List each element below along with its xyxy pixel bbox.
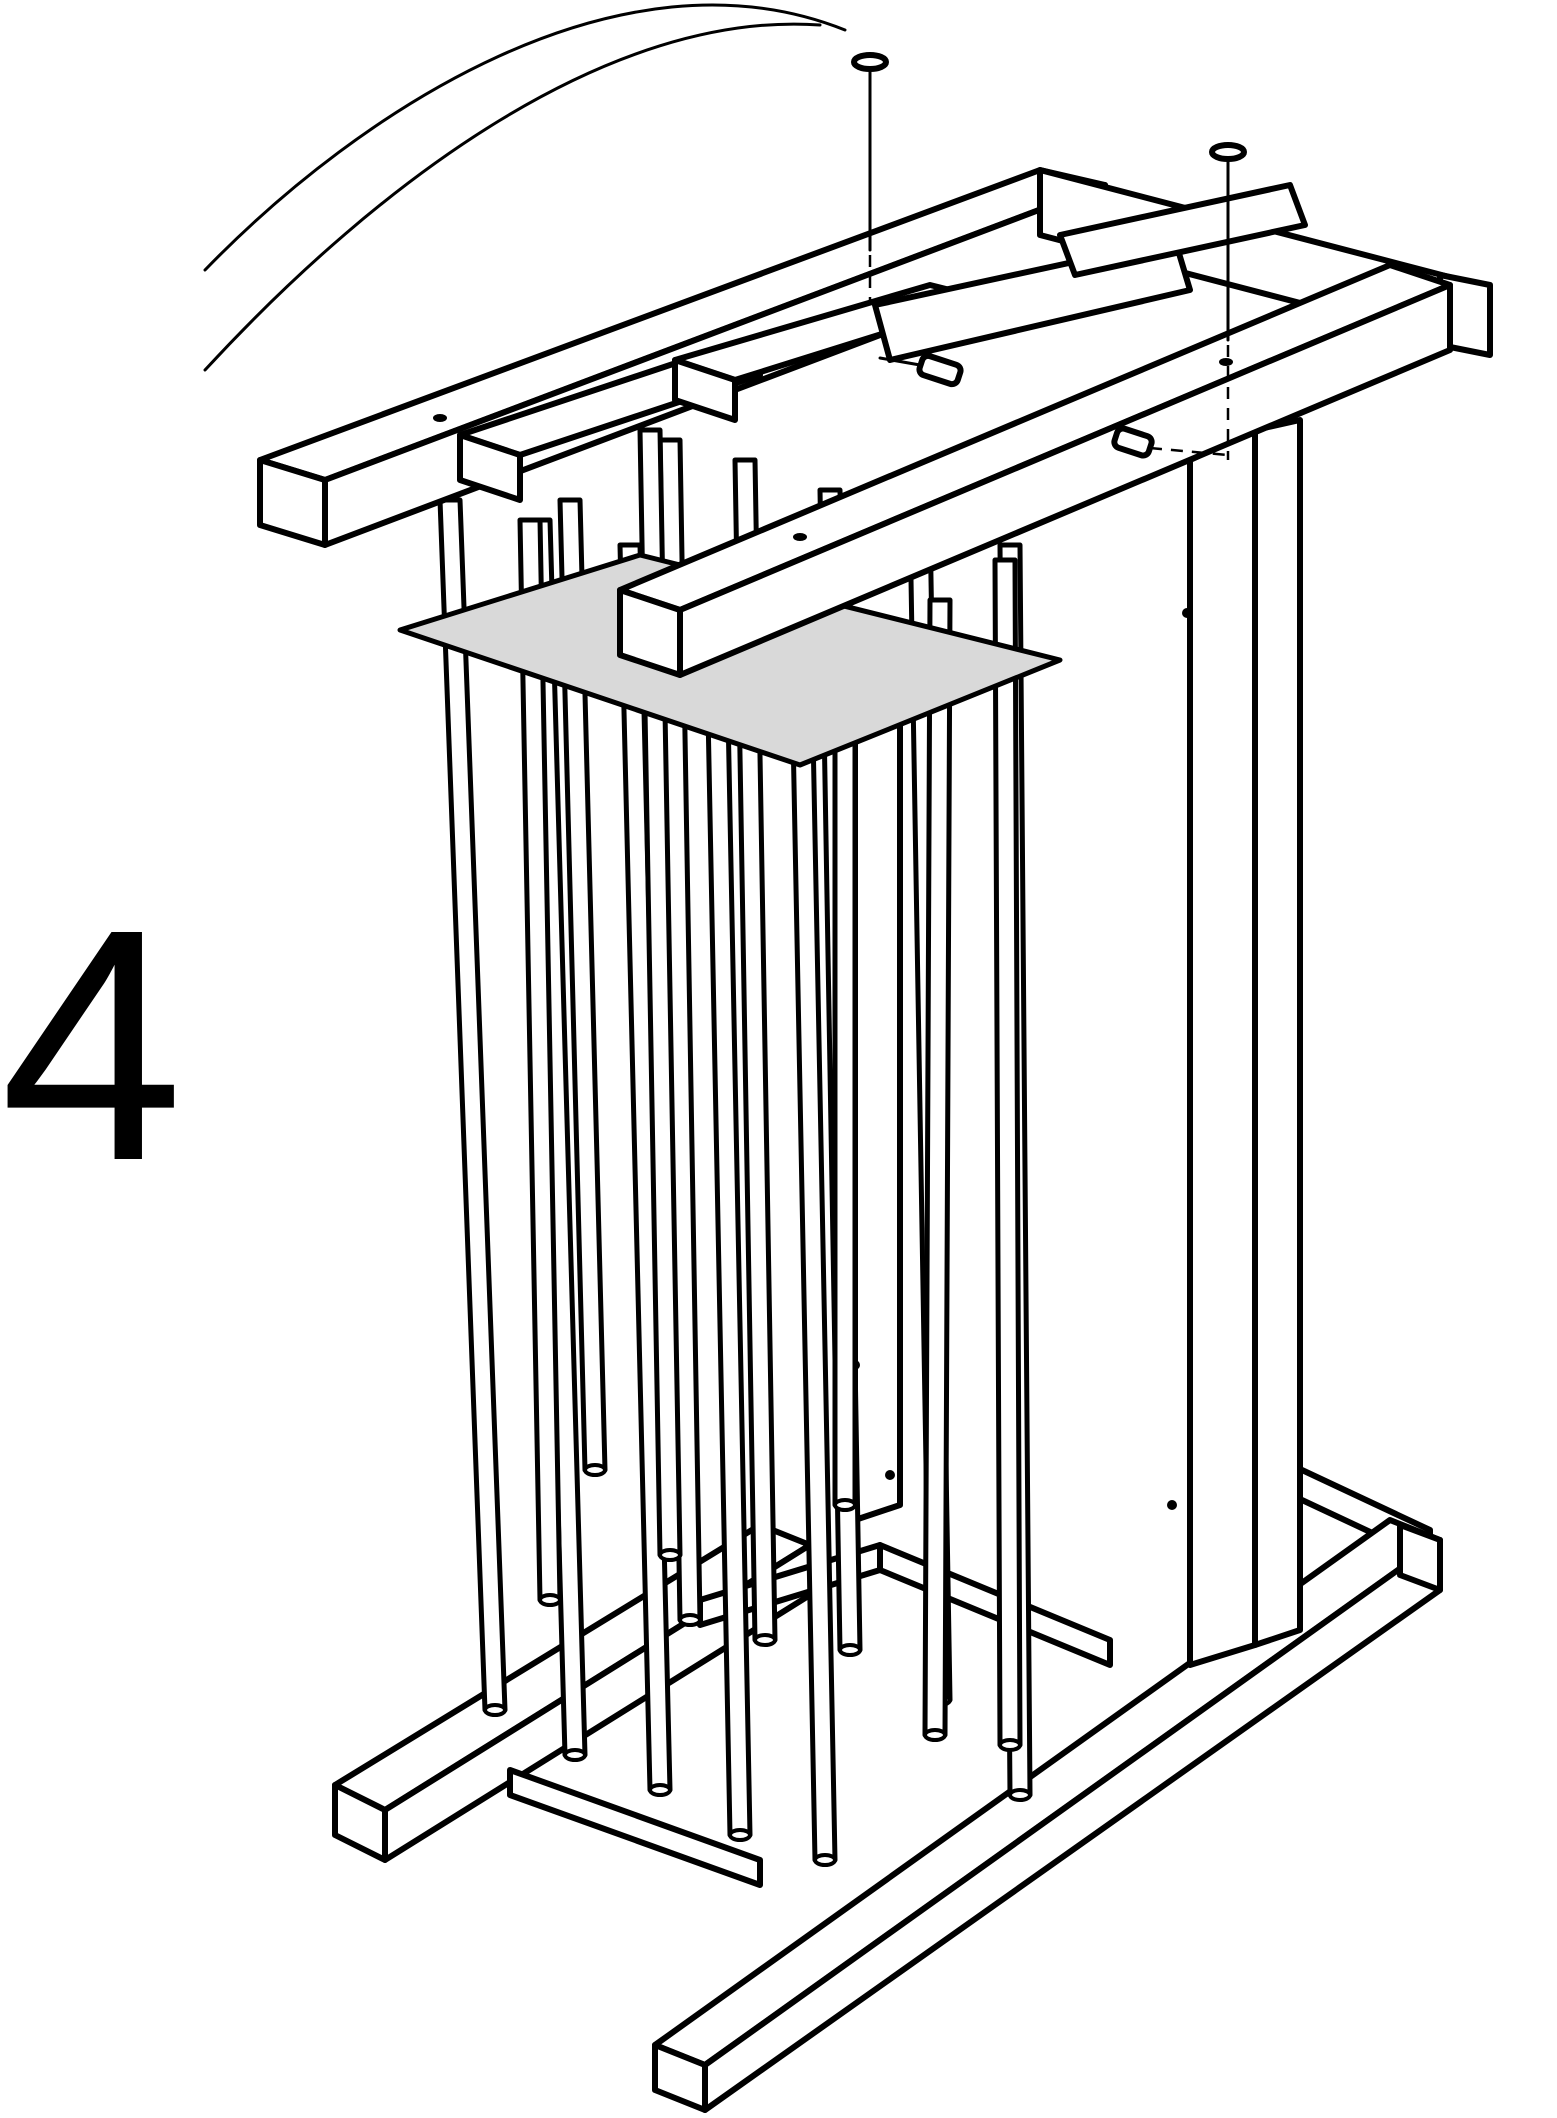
screw-icon	[851, 52, 1247, 430]
spindle-end	[923, 1728, 947, 1742]
spindle	[832, 617, 858, 1508]
spindle-guide-sheet	[397, 552, 1063, 768]
corner-post	[850, 417, 1303, 1668]
spindle	[922, 597, 953, 1738]
spindle-end	[483, 1703, 507, 1717]
spindle-end	[838, 1643, 862, 1657]
dowel-icon	[878, 352, 1230, 460]
spindle-end	[678, 1613, 702, 1627]
top-frame	[257, 167, 1493, 678]
spindle-end	[648, 1783, 672, 1797]
spindle-end	[998, 1738, 1022, 1752]
spindle-end	[728, 1828, 752, 1842]
spindle-group	[437, 427, 1033, 1867]
spindle-end	[538, 1593, 562, 1607]
spindle-end	[658, 1548, 682, 1562]
spindle-end	[813, 1853, 837, 1867]
swing-arc-icon	[203, 3, 847, 372]
spindle	[992, 557, 1023, 1748]
step-number: 4	[0, 860, 184, 1229]
spindle-end	[563, 1748, 587, 1762]
spindle	[437, 497, 508, 1713]
spindle-end	[833, 1498, 857, 1512]
spindle-end	[583, 1463, 607, 1477]
spindle-end	[1008, 1788, 1032, 1802]
spindle-end	[753, 1633, 777, 1647]
